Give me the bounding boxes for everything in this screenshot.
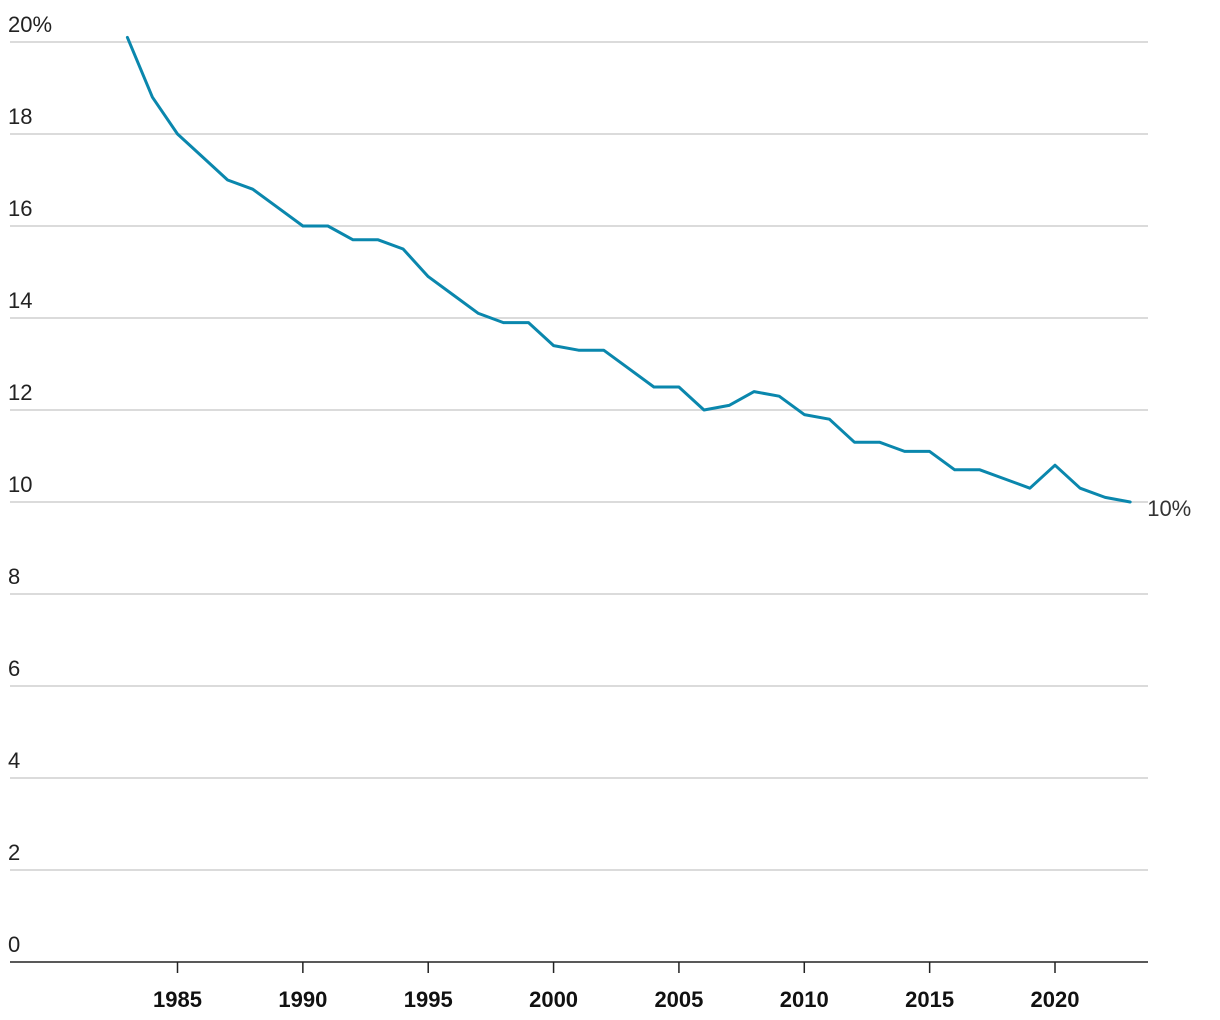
end-value-label: 10%	[1147, 496, 1191, 521]
x-tick-label: 2020	[1031, 987, 1080, 1012]
y-tick-label: 16	[8, 196, 32, 221]
x-tick-label: 1985	[153, 987, 202, 1012]
x-tick-label: 2015	[905, 987, 954, 1012]
annotations: 10%	[1147, 496, 1191, 521]
series-line	[125, 35, 1132, 504]
y-tick-label: 2	[8, 840, 20, 865]
y-tick-label: 18	[8, 104, 32, 129]
y-tick-label: 8	[8, 564, 20, 589]
x-tick-label: 2005	[654, 987, 703, 1012]
series-layer	[125, 35, 1132, 504]
y-tick-label: 20%	[8, 12, 52, 37]
x-tick-label: 1990	[278, 987, 327, 1012]
x-axis: 1985 1990 1995 2000 2005 2010 2015 2020	[10, 961, 1148, 1012]
y-tick-label: 10	[8, 472, 32, 497]
gridlines	[10, 41, 1148, 871]
y-tick-label: 0	[8, 932, 20, 957]
x-tick-label: 1995	[404, 987, 453, 1012]
y-tick-label: 4	[8, 748, 20, 773]
y-axis-labels: 0 2 4 6 8 10 12 14 16 18 20%	[8, 12, 52, 957]
y-tick-label: 12	[8, 380, 32, 405]
x-tick-label: 2000	[529, 987, 578, 1012]
x-tick-label: 2010	[780, 987, 829, 1012]
y-tick-label: 14	[8, 288, 32, 313]
y-tick-label: 6	[8, 656, 20, 681]
